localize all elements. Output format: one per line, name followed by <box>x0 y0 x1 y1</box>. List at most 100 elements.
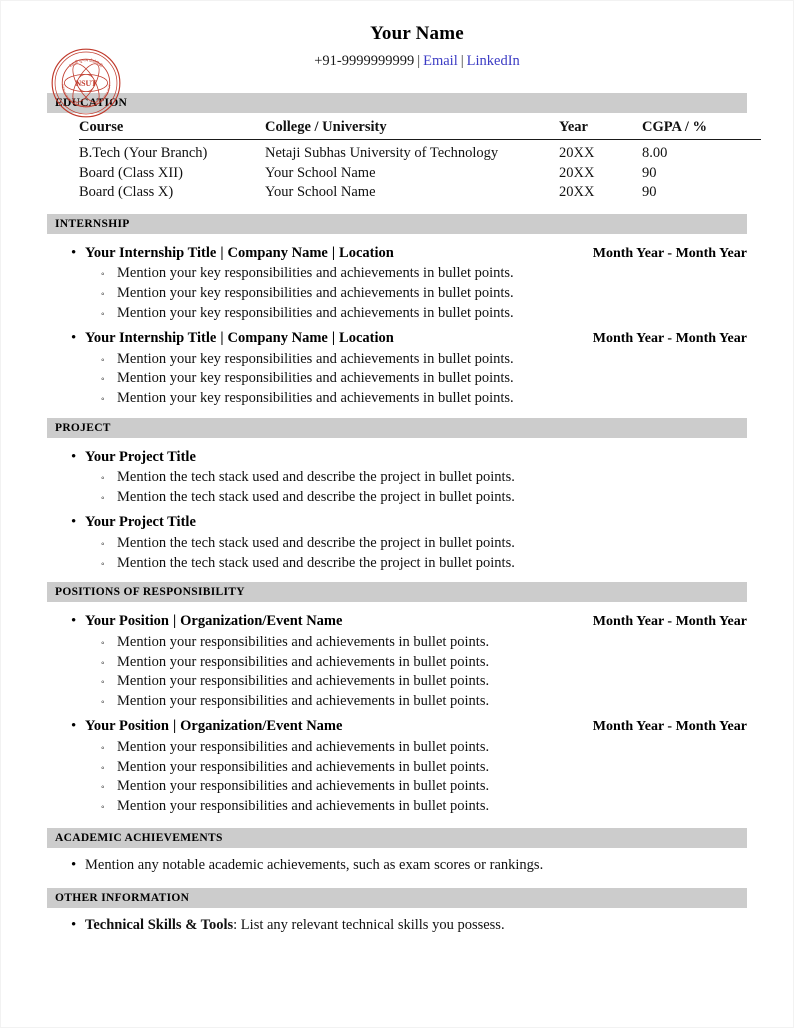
hollow-bullet-icon: ◦ <box>101 473 105 485</box>
title-separator: | <box>220 244 224 261</box>
hollow-bullet-icon: ◦ <box>101 782 105 794</box>
entry-title-part: Organization/Event Name <box>180 613 343 630</box>
education-table: Course College / University Year CGPA / … <box>79 119 761 202</box>
list-item-text: Mention the tech stack used and describe… <box>117 554 515 571</box>
cell-year: 20XX <box>559 184 595 201</box>
entry-title-part: Your Project Title <box>85 514 196 531</box>
table-header-row: Course College / University Year CGPA / … <box>79 119 761 140</box>
list-item: ◦ Mention your responsibilities and achie… <box>47 777 747 797</box>
hollow-bullet-icon: ◦ <box>101 374 105 386</box>
list-item: ◦ Mention your key responsibilities and a… <box>47 284 747 304</box>
contact-line: +91-9999999999 | Email | LinkedIn <box>41 53 793 70</box>
list-item: ◦ Mention your key responsibilities and a… <box>47 304 747 324</box>
filled-bullet-icon: • <box>71 330 77 347</box>
list-item: ◦ Mention your responsibilities and achie… <box>47 738 747 758</box>
cell-cgpa: 90 <box>642 164 657 181</box>
entry-header: • Your Internship Title | Company Name | Loca… <box>47 244 747 263</box>
entry-header: • Your Position | Organization/Event Name Mo… <box>47 717 747 736</box>
contact-separator-1: | <box>417 52 421 69</box>
list-item: ◦ Mention your key responsibilities and a… <box>47 350 747 370</box>
entry-title: Your Internship Title | Company Name | Locat… <box>85 329 581 347</box>
entry-header: • Your Project Title <box>47 513 747 532</box>
project-entries: • Your Project Title ◦ Mention the tech sta… <box>47 438 747 574</box>
section-header-positions: POSITIONS OF RESPONSIBILITY <box>47 582 747 603</box>
list-item-lead: Technical Skills & Tools <box>85 916 234 933</box>
academic-achievements-list: • Mention any notable academic achievemen… <box>47 848 747 876</box>
entry-title: Your Position | Organization/Event Name <box>85 717 581 735</box>
entry-bullet-list: ◦ Mention your key responsibilities and a… <box>47 264 747 323</box>
hollow-bullet-icon: ◦ <box>101 762 105 774</box>
spacer <box>1 202 793 214</box>
list-item: ◦ Mention your responsibilities and achie… <box>47 758 747 778</box>
resume-entry: • Your Position | Organization/Event Name Mo… <box>47 717 747 816</box>
list-item-text: Mention your responsibilities and achiev… <box>117 778 490 795</box>
entry-title-part: Your Position <box>85 613 169 630</box>
cell-course: B.Tech (Your Branch) <box>79 145 208 161</box>
cell-cgpa: 8.00 <box>642 145 668 161</box>
column-header-cgpa: CGPA / % <box>642 119 761 140</box>
column-header-course: Course <box>79 119 265 140</box>
spacer <box>1 816 793 828</box>
entry-header: • Your Project Title <box>47 448 747 467</box>
linkedin-link[interactable]: LinkedIn <box>466 52 520 69</box>
hollow-bullet-icon: ◦ <box>101 539 105 551</box>
list-item-text: Technical Skills & Tools: List any relev… <box>85 916 505 936</box>
header-text-block: Your Name +91-9999999999 | Email | LinkedIn <box>1 23 793 70</box>
entry-bullet-list: ◦ Mention your key responsibilities and a… <box>47 350 747 409</box>
hollow-bullet-icon: ◦ <box>101 288 105 300</box>
list-item: ◦ Mention your responsibilities and achie… <box>47 692 747 712</box>
entry-title-part: Your Internship Title <box>85 330 217 347</box>
cell-cgpa: 90 <box>642 184 657 201</box>
entry-title-part: Your Project Title <box>85 448 196 465</box>
table-row: Board (Class X) Your School Name 20XX 90 <box>79 182 761 202</box>
list-item-text: Mention your responsibilities and achiev… <box>117 673 490 690</box>
cell-year: 20XX <box>559 164 595 181</box>
list-item: • Mention any notable academic achievemen… <box>47 856 747 876</box>
list-item: ◦ Mention the tech stack used and describ… <box>47 468 747 488</box>
resume-entry: • Your Internship Title | Company Name | Loca… <box>47 244 747 323</box>
entry-title-part: Location <box>339 244 394 261</box>
filled-bullet-icon: • <box>71 514 77 531</box>
filled-bullet-icon: • <box>71 718 77 735</box>
list-item: ◦ Mention the tech stack used and describ… <box>47 488 747 508</box>
list-item-text: Mention your responsibilities and achiev… <box>117 692 490 709</box>
hollow-bullet-icon: ◦ <box>101 269 105 281</box>
entry-title: Your Internship Title | Company Name | Locat… <box>85 244 581 262</box>
svg-text:NSUT: NSUT <box>75 79 97 88</box>
list-item-text: Mention your key responsibilities and ac… <box>117 389 514 406</box>
title-separator: | <box>331 330 336 347</box>
list-item-text: Mention your responsibilities and achiev… <box>117 797 490 814</box>
entry-title: Your Position | Organization/Event Name <box>85 612 581 630</box>
list-item-text: Mention your responsibilities and achiev… <box>117 634 490 651</box>
cell-year: 20XX <box>559 145 595 161</box>
cell-course: Board (Class X) <box>79 184 174 201</box>
filled-bullet-icon: • <box>71 613 77 630</box>
list-item: ◦ Mention your responsibilities and achie… <box>47 797 747 817</box>
title-separator: | <box>172 613 177 630</box>
email-link[interactable]: Email <box>423 52 458 69</box>
list-item-text: Mention your responsibilities and achiev… <box>117 758 490 775</box>
list-item-text: Mention your key responsibilities and ac… <box>117 370 514 387</box>
table-row: B.Tech (Your Branch) Netaji Subhas Unive… <box>79 140 761 163</box>
entry-bullet-list: ◦ Mention your responsibilities and achie… <box>47 633 747 711</box>
cell-course: Board (Class XII) <box>79 164 183 181</box>
section-internship: INTERNSHIP • Your Internship Title | Compan… <box>47 213 747 409</box>
list-item-body: : List any relevant technical skills you… <box>233 916 505 933</box>
list-item: ◦ Mention your responsibilities and achie… <box>47 633 747 653</box>
list-item: • Technical Skills & Tools: List any rele… <box>47 916 747 936</box>
entry-title-part: Your Internship Title <box>85 244 217 261</box>
list-item-text: Mention the tech stack used and describe… <box>117 488 515 505</box>
title-separator: | <box>220 330 224 347</box>
entry-date: Month Year - Month Year <box>592 614 747 630</box>
page-title: Your Name <box>370 23 464 44</box>
section-other-information: OTHER INFORMATION • Technical Skills & To… <box>47 887 747 936</box>
section-academic-achievements: ACADEMIC ACHIEVEMENTS • Mention any notab… <box>47 828 747 876</box>
title-separator: | <box>331 244 336 261</box>
list-item: ◦ Mention the tech stack used and describ… <box>47 554 747 574</box>
entry-bullet-list: ◦ Mention the tech stack used and describ… <box>47 468 747 507</box>
entry-bullet-list: ◦ Mention the tech stack used and describ… <box>47 534 747 573</box>
filled-bullet-icon: • <box>71 916 77 933</box>
list-item: ◦ Mention your key responsibilities and a… <box>47 264 747 284</box>
column-header-year: Year <box>559 119 642 140</box>
